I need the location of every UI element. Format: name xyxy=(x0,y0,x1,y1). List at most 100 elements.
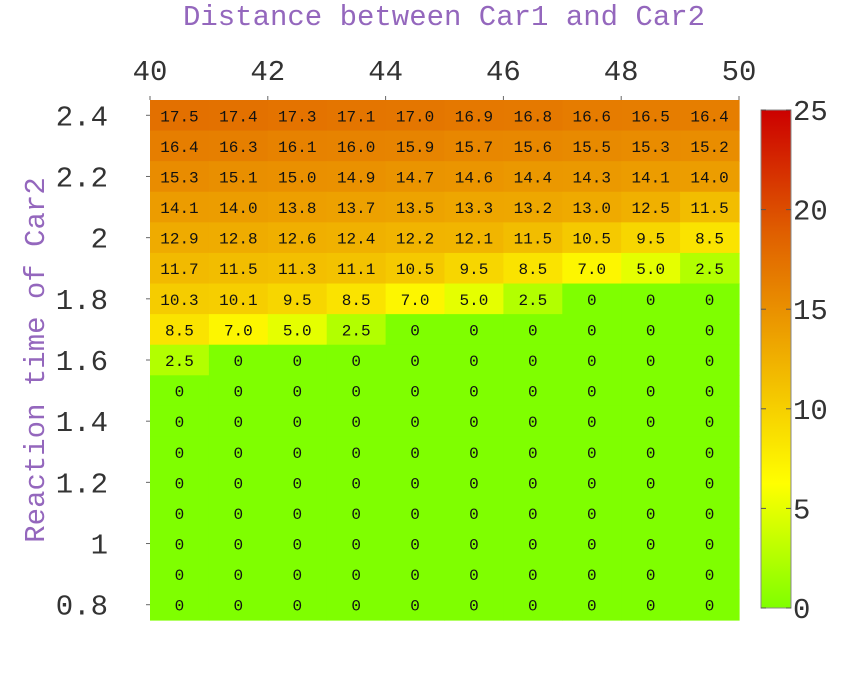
x-tick-label: 50 xyxy=(722,56,757,89)
heatmap-cell xyxy=(267,375,328,407)
cell-value-label: 0 xyxy=(469,445,479,463)
heatmap-cell xyxy=(326,528,387,560)
heatmap-cell xyxy=(326,222,387,254)
heatmap-cell xyxy=(562,467,622,499)
heatmap-cell xyxy=(326,589,387,621)
cell-value-label: 0 xyxy=(410,414,420,432)
y-tick-label: 1.8 xyxy=(56,285,108,318)
cell-value-label: 2.5 xyxy=(695,261,724,279)
heatmap-cell xyxy=(326,100,387,132)
cell-value-label: 16.4 xyxy=(160,139,198,157)
cell-value-label: 0 xyxy=(410,353,420,371)
cell-value-label: 0 xyxy=(705,384,715,402)
y-tick-label: 0.8 xyxy=(56,591,108,624)
heatmap-cell xyxy=(621,252,681,285)
cell-value-label: 0 xyxy=(528,567,538,585)
heatmap-cell xyxy=(326,344,387,376)
heatmap-cell xyxy=(150,130,210,162)
colorbar-tick-label: 25 xyxy=(793,96,828,129)
cell-value-label: 8.5 xyxy=(342,292,371,310)
cell-value-label: 7.0 xyxy=(224,322,253,340)
heatmap-cell xyxy=(326,497,387,529)
cell-value-label: 15.7 xyxy=(455,139,493,157)
heatmap-cell xyxy=(326,161,387,193)
heatmap-cell xyxy=(444,467,504,499)
cell-value-label: 0 xyxy=(587,598,597,616)
y-tick-label: 1.6 xyxy=(56,346,108,379)
heatmap-cell xyxy=(267,222,328,254)
heatmap-cell xyxy=(621,375,681,407)
heatmap-cell xyxy=(621,558,681,591)
cell-value-label: 17.5 xyxy=(160,108,198,126)
heatmap-cell xyxy=(680,528,740,560)
cell-value-label: 0 xyxy=(646,598,656,616)
y-tick-label: 2.4 xyxy=(56,101,108,134)
colorbar-tick-label: 0 xyxy=(793,594,810,627)
heatmap-cell xyxy=(208,436,269,468)
heatmap-cell xyxy=(326,375,387,407)
y-axis: 2.4 2.2 2 1.8 1.6 1.4 1.2 1 0.8 xyxy=(56,101,150,624)
cell-value-label: 11.7 xyxy=(160,261,198,279)
heatmap-cell xyxy=(208,161,269,193)
cell-value-label: 12.2 xyxy=(396,231,434,249)
cell-value-label: 0 xyxy=(705,537,715,555)
heatmap-cell xyxy=(326,558,387,591)
cell-value-label: 14.0 xyxy=(690,169,728,187)
cell-value-label: 0 xyxy=(705,475,715,493)
cell-value-label: 0 xyxy=(528,322,538,340)
heatmap-cell xyxy=(385,100,446,132)
colorbar-tick-label: 20 xyxy=(793,196,828,229)
heatmap-cell xyxy=(150,100,210,132)
cell-value-label: 16.4 xyxy=(690,108,728,126)
heatmap-cell xyxy=(621,436,681,468)
heatmap-cell xyxy=(444,161,504,193)
cell-value-label: 0 xyxy=(175,445,185,463)
heatmap-cell xyxy=(621,161,681,193)
cell-value-label: 0 xyxy=(528,475,538,493)
heatmap-cell xyxy=(208,314,269,346)
cell-value-label: 0 xyxy=(469,567,479,585)
y-tick-label: 2 xyxy=(91,224,108,257)
cell-value-label: 7.0 xyxy=(577,261,606,279)
cell-value-label: 0 xyxy=(705,598,715,616)
heatmap-cell xyxy=(562,589,622,621)
cell-value-label: 0 xyxy=(410,537,420,555)
heatmap-cell xyxy=(444,375,504,407)
cell-value-label: 0 xyxy=(175,567,185,585)
heatmap-cell xyxy=(562,375,622,407)
heatmap-cell xyxy=(267,497,328,529)
cell-value-label: 0 xyxy=(410,322,420,340)
cell-value-label: 2.5 xyxy=(518,292,547,310)
heatmap-cell xyxy=(562,344,622,376)
heatmap-cell xyxy=(150,191,210,223)
cell-value-label: 0 xyxy=(528,445,538,463)
heatmap-cell xyxy=(267,100,328,132)
cell-value-label: 0 xyxy=(705,292,715,310)
heatmap-cell xyxy=(385,344,446,376)
heatmap-cell xyxy=(150,467,210,499)
heatmap-cell xyxy=(503,589,563,621)
cell-value-label: 13.5 xyxy=(396,200,434,218)
cell-value-label: 14.7 xyxy=(396,169,434,187)
heatmap-cell xyxy=(562,405,622,438)
heatmap-cell xyxy=(444,528,504,560)
cell-value-label: 0 xyxy=(587,414,597,432)
cell-value-label: 0 xyxy=(646,567,656,585)
heatmap-cell xyxy=(444,589,504,621)
cell-value-label: 10.5 xyxy=(573,231,611,249)
heatmap-cell xyxy=(385,467,446,499)
cell-value-label: 0 xyxy=(646,506,656,524)
cell-value-label: 0 xyxy=(469,537,479,555)
heatmap-cell xyxy=(267,314,328,346)
heatmap-cell xyxy=(562,161,622,193)
cell-value-label: 14.6 xyxy=(455,169,493,187)
heatmap-cell xyxy=(385,528,446,560)
cell-value-label: 13.0 xyxy=(573,200,611,218)
chart-title: Distance between Car1 and Car2 xyxy=(183,1,705,34)
heatmap-cell xyxy=(385,558,446,591)
heatmap-cell xyxy=(621,100,681,132)
cell-value-label: 9.5 xyxy=(460,261,489,279)
cell-value-label: 0 xyxy=(175,475,185,493)
heatmap-cell xyxy=(680,375,740,407)
heatmap-cell xyxy=(503,283,563,315)
